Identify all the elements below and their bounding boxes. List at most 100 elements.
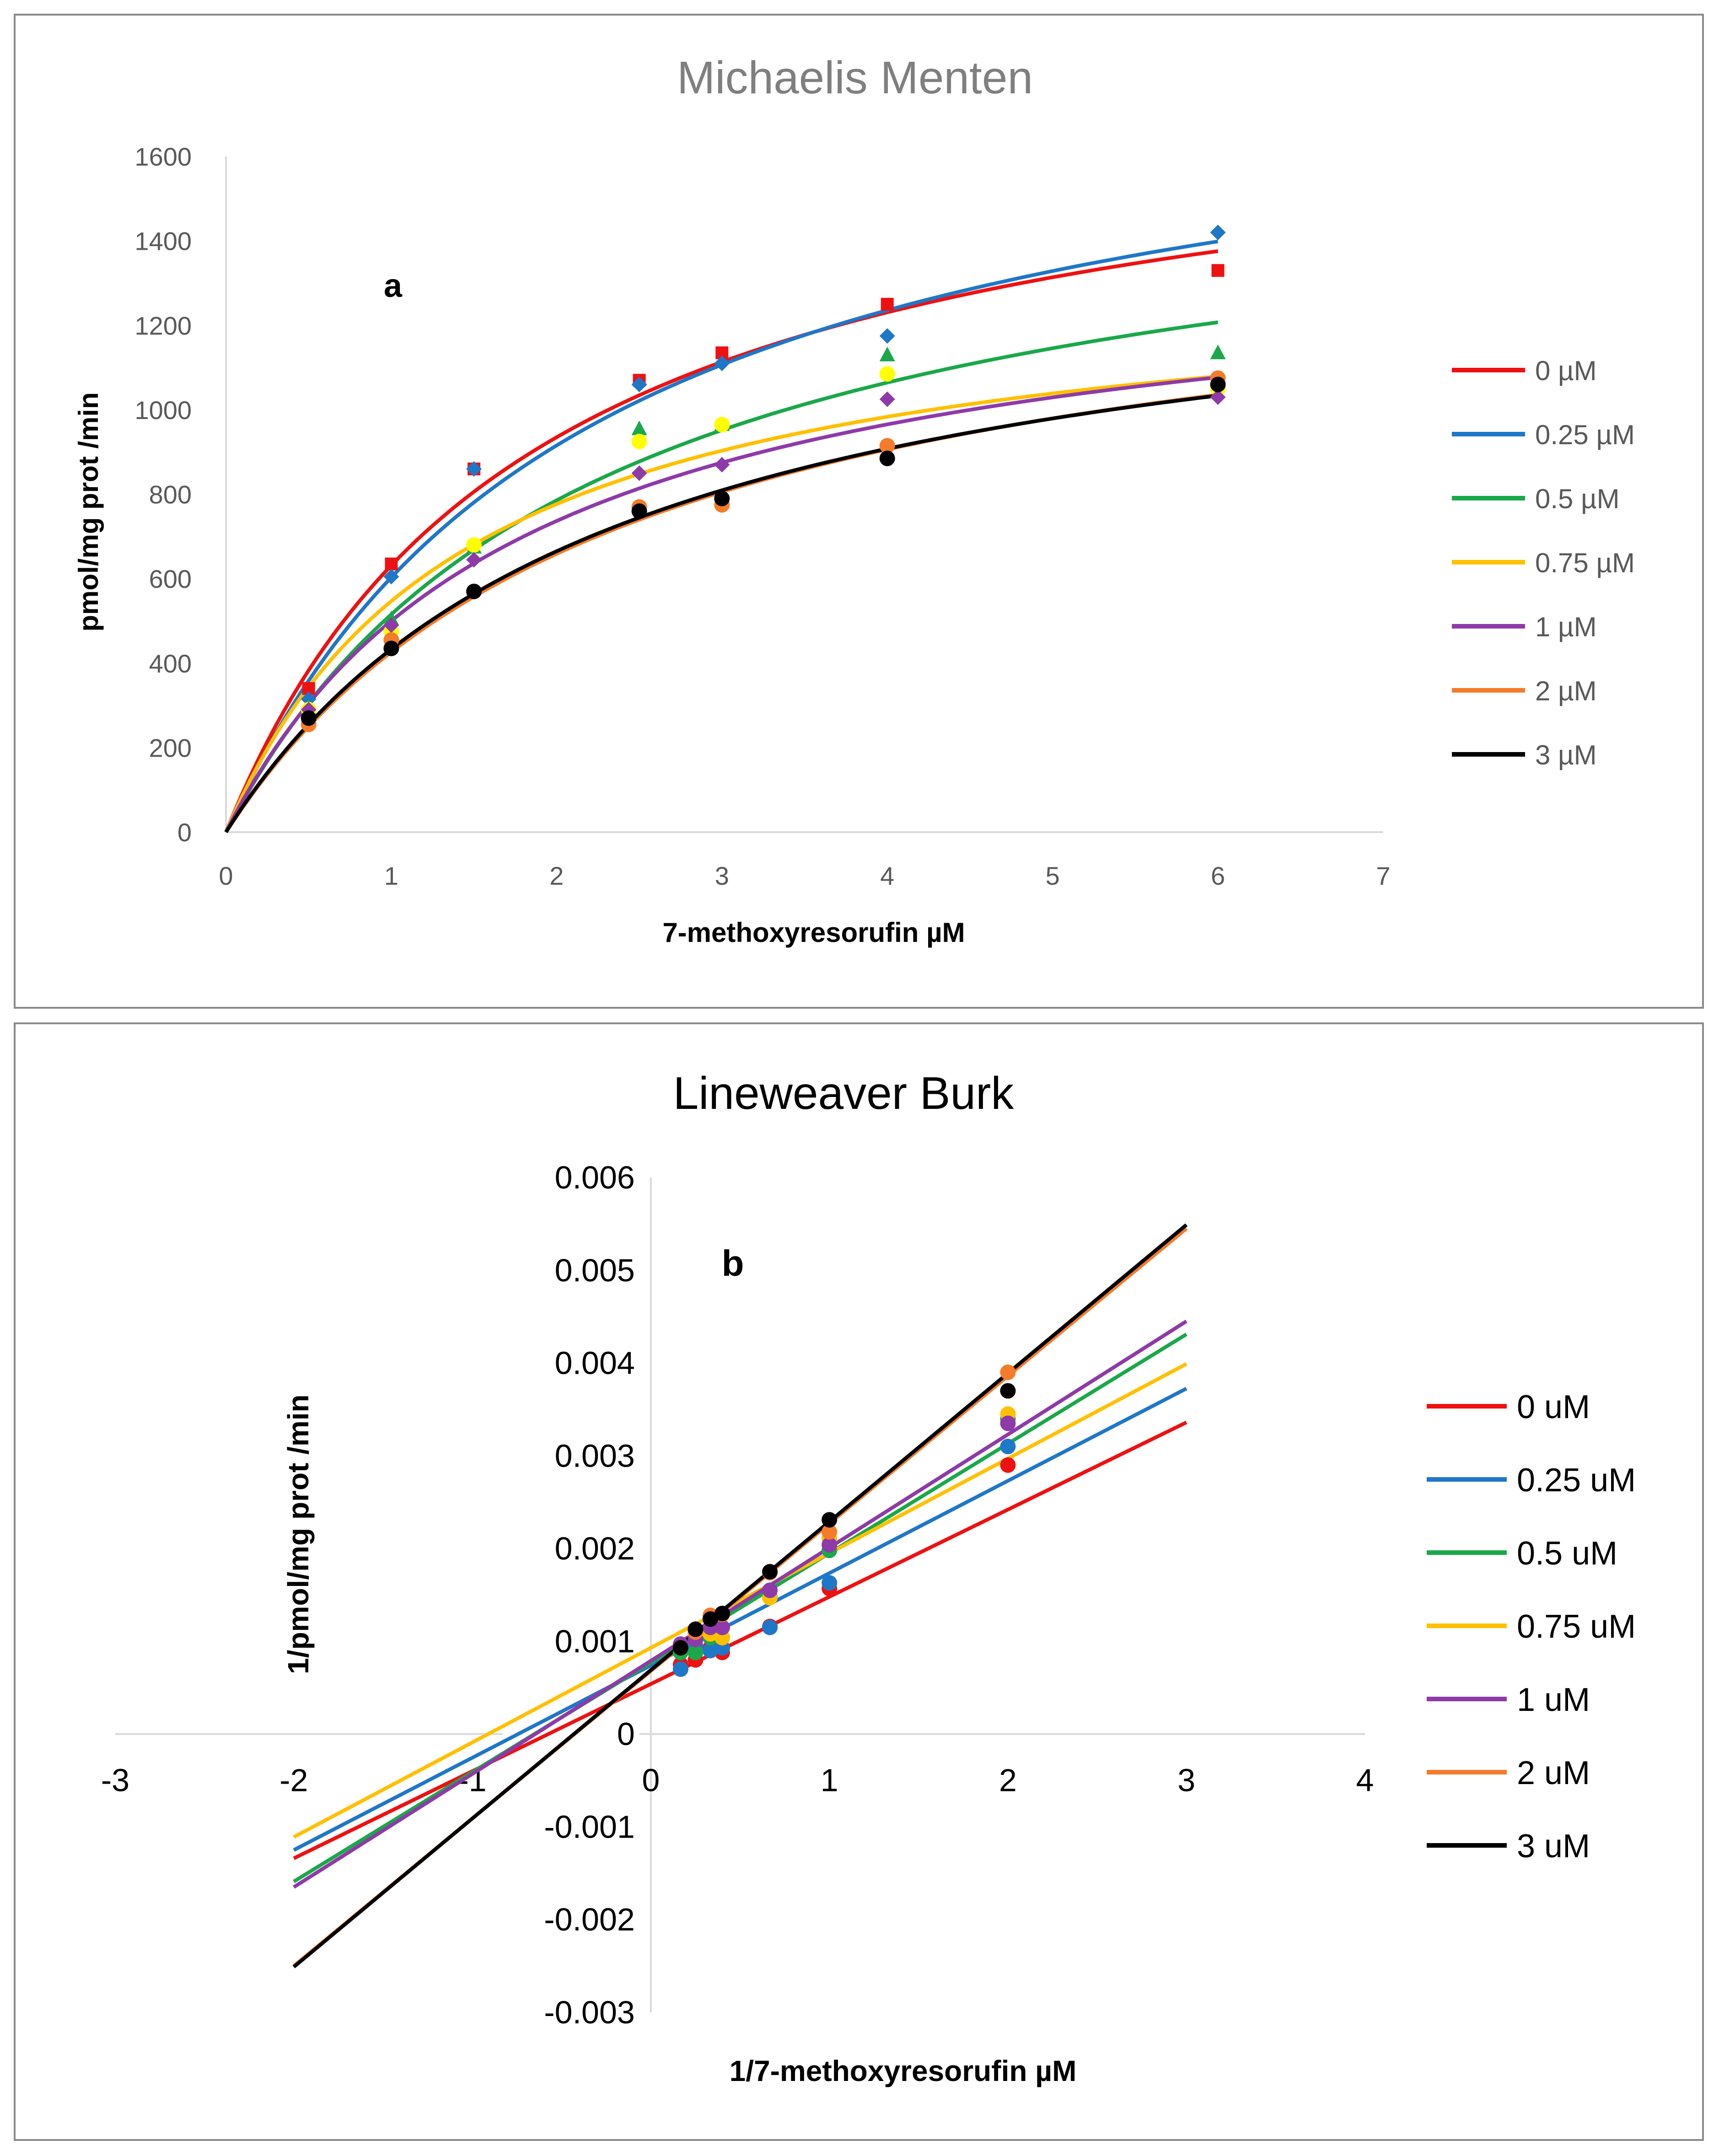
data-point bbox=[762, 1564, 778, 1580]
fit-curve-0.5--M bbox=[224, 320, 1219, 833]
x-tick-label: 4 bbox=[880, 861, 894, 890]
data-point bbox=[631, 376, 647, 392]
data-point bbox=[1000, 1439, 1016, 1455]
panel-label: a bbox=[384, 268, 403, 304]
x-tick-label: 4 bbox=[1356, 1763, 1374, 1798]
x-axis-label: 1/7-methoxyresorufin µM bbox=[730, 2054, 1077, 2087]
legend-label: 3 µM bbox=[1535, 740, 1597, 770]
data-point bbox=[822, 1537, 838, 1553]
data-point bbox=[1000, 1457, 1016, 1473]
data-point bbox=[672, 1661, 688, 1677]
legend-label: 0.75 µM bbox=[1535, 548, 1635, 578]
data-point bbox=[1210, 376, 1226, 392]
y-tick-label: 1600 bbox=[134, 142, 192, 171]
data-point bbox=[762, 1582, 778, 1598]
legend-label: 0 µM bbox=[1535, 355, 1597, 386]
data-point bbox=[631, 503, 647, 519]
x-tick-label: 7 bbox=[1376, 861, 1390, 890]
data-point bbox=[714, 417, 730, 433]
data-point bbox=[879, 346, 895, 361]
data-point bbox=[879, 391, 895, 407]
data-point bbox=[879, 366, 895, 382]
x-tick-label: 6 bbox=[1211, 861, 1225, 890]
data-point bbox=[879, 438, 895, 454]
data-point bbox=[1000, 1364, 1016, 1380]
y-axis-label: 1/pmol/mg prot /min bbox=[282, 1394, 315, 1674]
chart-title: Michaelis Menten bbox=[677, 52, 1033, 103]
y-tick-label: -0.001 bbox=[544, 1809, 634, 1844]
y-tick-label: 0.005 bbox=[555, 1253, 635, 1288]
data-point bbox=[714, 457, 730, 473]
legend-label: 1 uM bbox=[1517, 1682, 1590, 1718]
fit-curve-0.25--M bbox=[224, 239, 1219, 833]
legend-label: 0.5 uM bbox=[1517, 1535, 1617, 1572]
legend-label: 0.75 uM bbox=[1517, 1608, 1636, 1645]
x-tick-label: 3 bbox=[715, 861, 729, 890]
y-tick-label: 1200 bbox=[134, 311, 192, 340]
data-point bbox=[822, 1512, 838, 1528]
x-tick-label: 0 bbox=[642, 1763, 660, 1798]
y-tick-label: 0.003 bbox=[555, 1438, 635, 1473]
y-axis-label: pmol/mg prot /min bbox=[73, 392, 104, 631]
data-point bbox=[631, 434, 647, 450]
fit-line-0.75-uM bbox=[293, 1362, 1187, 1839]
y-tick-label: -0.002 bbox=[544, 1902, 634, 1937]
data-point bbox=[714, 355, 730, 371]
legend-label: 0.5 µM bbox=[1535, 484, 1620, 514]
y-tick-label-bg bbox=[502, 1622, 639, 1661]
chart-panel-lineweaver-burk: Lineweaver Burk b 1/7-methoxyresorufin µ… bbox=[14, 1022, 1704, 2141]
y-tick-label: 0 bbox=[617, 1716, 635, 1752]
x-tick-label: 3 bbox=[1177, 1763, 1195, 1798]
michaelis-menten-chart: Michaelis Menten a 7-methoxyresorufin µM… bbox=[73, 52, 1635, 948]
data-point bbox=[688, 1645, 704, 1661]
data-point bbox=[714, 1606, 730, 1622]
fit-line-0-uM bbox=[293, 1420, 1187, 1860]
data-point bbox=[383, 569, 399, 585]
x-tick-label: 2 bbox=[549, 861, 564, 890]
y-tick-label-bg bbox=[502, 1900, 639, 1939]
fit-curve-0--M bbox=[224, 249, 1219, 833]
data-point bbox=[688, 1621, 704, 1637]
data-point bbox=[1210, 344, 1226, 360]
data-point bbox=[1000, 1415, 1016, 1431]
y-tick-label: 800 bbox=[149, 480, 192, 509]
y-tick-label: 1000 bbox=[134, 396, 192, 425]
fit-line-1-uM bbox=[293, 1319, 1187, 1889]
y-tick-label-bg bbox=[502, 1158, 639, 1197]
fit-line-0.5-uM bbox=[293, 1333, 1187, 1883]
data-point bbox=[881, 298, 894, 311]
legend-label: 2 uM bbox=[1517, 1755, 1590, 1791]
fit-line-3-uM bbox=[292, 1223, 1188, 1968]
y-tick-label: 0.002 bbox=[555, 1531, 635, 1566]
y-tick-label: 0.006 bbox=[555, 1160, 635, 1195]
y-tick-label-bg bbox=[502, 1436, 639, 1475]
x-tick-label: 0 bbox=[219, 861, 233, 890]
chart-title: Lineweaver Burk bbox=[673, 1068, 1015, 1119]
data-point bbox=[822, 1575, 838, 1591]
data-point bbox=[714, 1619, 730, 1635]
x-tick-label: -2 bbox=[279, 1763, 308, 1798]
lineweaver-burk-chart: Lineweaver Burk b 1/7-methoxyresorufin µ… bbox=[101, 1068, 1636, 2087]
legend-label: 1 µM bbox=[1535, 612, 1597, 642]
y-tick-label: -0.003 bbox=[544, 1995, 634, 2030]
data-point bbox=[672, 1640, 688, 1656]
x-axis-label: 7-methoxyresorufin µM bbox=[662, 917, 965, 948]
data-point bbox=[1210, 389, 1226, 405]
data-point bbox=[466, 583, 482, 599]
y-tick-label: 200 bbox=[149, 733, 192, 762]
y-tick-label-bg bbox=[502, 1807, 639, 1846]
y-tick-label-bg bbox=[502, 1344, 639, 1382]
data-point bbox=[383, 617, 399, 633]
x-tick-label: 1 bbox=[384, 861, 398, 890]
legend-label: 2 µM bbox=[1535, 676, 1597, 706]
legend-label: 0.25 µM bbox=[1535, 419, 1635, 450]
x-tick-label: -3 bbox=[101, 1763, 129, 1798]
data-point bbox=[631, 465, 647, 481]
x-tick-label: 5 bbox=[1046, 861, 1060, 890]
y-tick-label-bg bbox=[502, 1251, 639, 1290]
legend-label: 0.25 uM bbox=[1517, 1462, 1636, 1499]
y-tick-label: 0.004 bbox=[555, 1345, 635, 1381]
x-tick-label: 1 bbox=[821, 1763, 838, 1798]
data-point bbox=[879, 451, 895, 467]
legend-label: 3 uM bbox=[1517, 1828, 1590, 1865]
